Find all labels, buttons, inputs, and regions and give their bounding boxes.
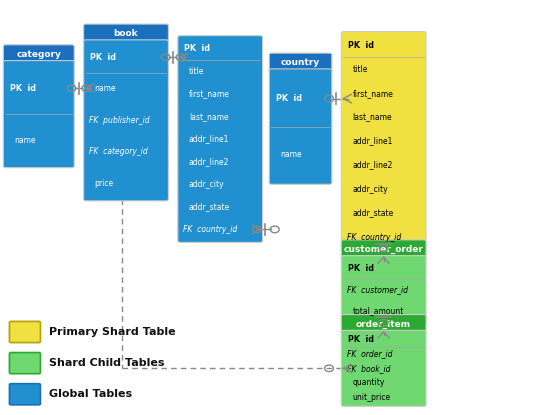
Text: FK  category_id: FK category_id — [89, 147, 148, 156]
Text: FK  order_id: FK order_id — [347, 349, 392, 358]
Text: PK  id: PK id — [10, 84, 36, 93]
Text: quantity: quantity — [352, 378, 384, 387]
FancyBboxPatch shape — [341, 256, 426, 323]
Text: name: name — [14, 136, 36, 144]
Text: addr_line1: addr_line1 — [189, 134, 229, 144]
Text: total_amount: total_amount — [352, 306, 404, 315]
Text: PK  id: PK id — [90, 53, 116, 62]
Text: FK  country_id: FK country_id — [183, 225, 238, 234]
Text: PK  id: PK id — [348, 264, 374, 273]
Text: name: name — [280, 150, 302, 159]
Text: title: title — [189, 67, 204, 76]
FancyBboxPatch shape — [84, 40, 168, 201]
FancyBboxPatch shape — [9, 353, 40, 374]
Text: Primary Shard Table: Primary Shard Table — [49, 327, 176, 337]
Text: addr_city: addr_city — [189, 180, 224, 189]
Text: customer_order: customer_order — [343, 245, 424, 254]
Text: name: name — [95, 84, 116, 93]
FancyBboxPatch shape — [341, 315, 426, 334]
FancyBboxPatch shape — [84, 24, 168, 43]
FancyBboxPatch shape — [3, 45, 74, 64]
FancyBboxPatch shape — [341, 32, 426, 251]
Text: book: book — [114, 29, 138, 38]
Text: addr_city: addr_city — [352, 185, 388, 193]
Text: addr_line2: addr_line2 — [352, 161, 393, 170]
Text: first_name: first_name — [352, 89, 393, 98]
Text: Shard Child Tables: Shard Child Tables — [49, 358, 164, 368]
Text: category: category — [16, 50, 61, 59]
FancyBboxPatch shape — [3, 61, 74, 168]
Text: Global Tables: Global Tables — [49, 389, 132, 399]
FancyBboxPatch shape — [341, 330, 426, 406]
Text: country: country — [281, 58, 320, 67]
Text: addr_state: addr_state — [352, 208, 393, 217]
Text: addr_state: addr_state — [189, 202, 230, 211]
Text: FK  publisher_id: FK publisher_id — [89, 116, 150, 125]
Text: first_name: first_name — [189, 89, 230, 98]
FancyBboxPatch shape — [269, 69, 332, 184]
Text: order_item: order_item — [356, 320, 411, 329]
FancyBboxPatch shape — [341, 240, 426, 259]
Text: title: title — [352, 65, 368, 74]
FancyBboxPatch shape — [269, 53, 332, 72]
Text: unit_price: unit_price — [352, 393, 391, 402]
FancyBboxPatch shape — [9, 321, 40, 343]
Text: addr_line2: addr_line2 — [189, 157, 229, 166]
Text: last_name: last_name — [189, 112, 229, 121]
Text: price: price — [95, 179, 114, 188]
FancyBboxPatch shape — [178, 36, 263, 242]
Text: PK  id: PK id — [348, 41, 374, 50]
Text: PK  id: PK id — [276, 94, 302, 103]
Text: PK  id: PK id — [184, 44, 211, 53]
Text: addr_line1: addr_line1 — [352, 137, 393, 146]
Text: FK  book_id: FK book_id — [347, 364, 391, 373]
Text: PK  id: PK id — [348, 335, 374, 344]
FancyBboxPatch shape — [9, 383, 40, 405]
Text: last_name: last_name — [352, 112, 392, 122]
Text: FK  country_id: FK country_id — [347, 232, 401, 242]
Text: FK  customer_id: FK customer_id — [347, 285, 408, 294]
